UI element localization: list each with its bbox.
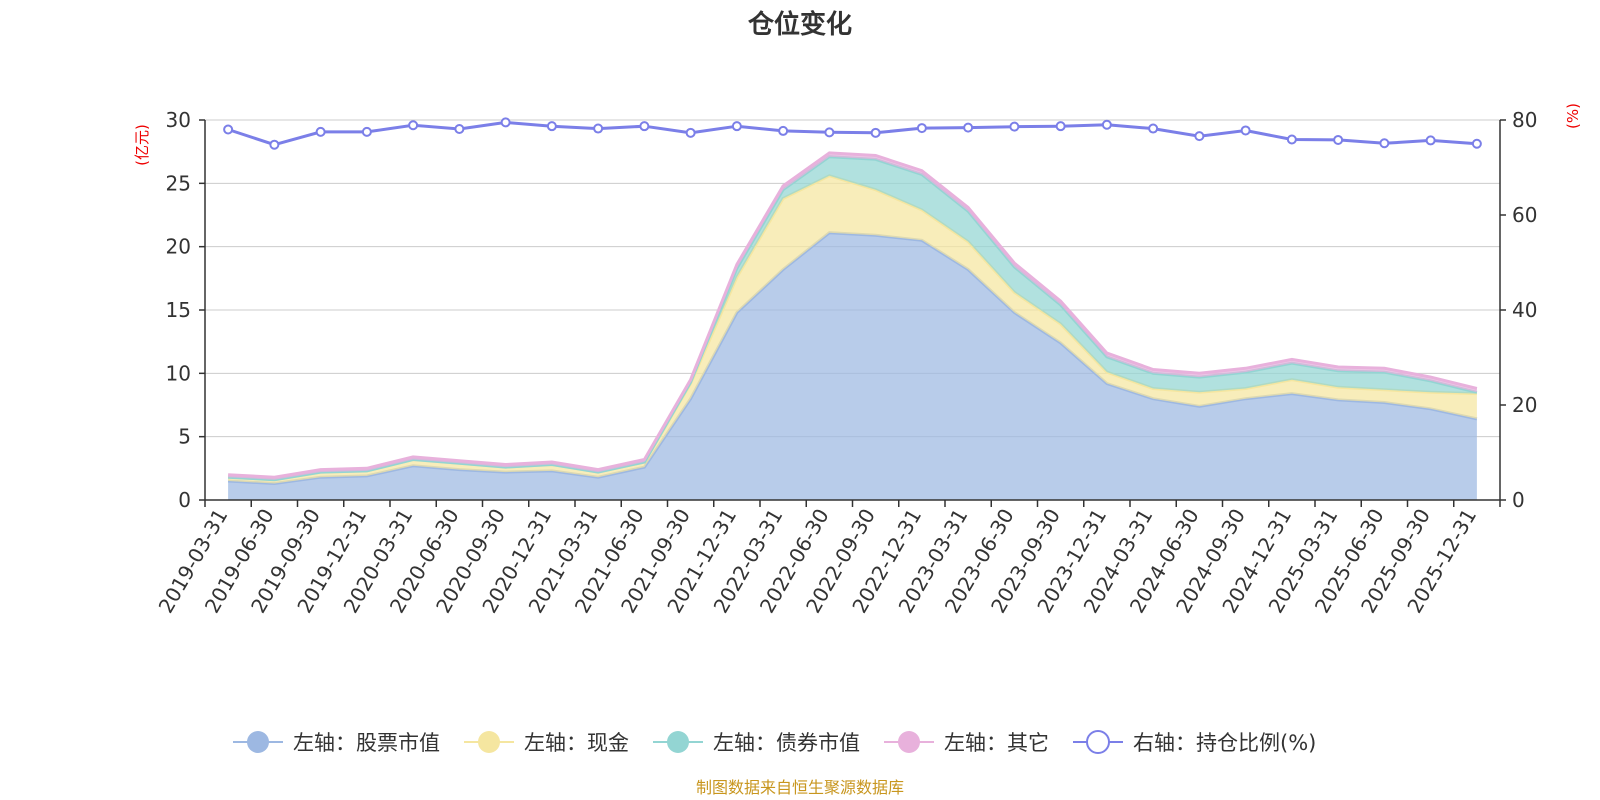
legend-item-4[interactable]: 右轴：持仓比例(%)	[1073, 730, 1316, 755]
ratio-point-14[interactable]	[870, 127, 881, 138]
area-edge-series-3	[228, 151, 1478, 479]
ratio-point-18[interactable]	[1055, 121, 1066, 132]
left-tick-label-6: 30	[166, 108, 191, 132]
legend-marker-4	[1086, 730, 1110, 754]
legend-marker-0	[247, 731, 269, 753]
ratio-point-17[interactable]	[1009, 121, 1020, 132]
ratio-point-4[interactable]	[408, 120, 419, 131]
ratio-point-5[interactable]	[454, 124, 465, 135]
stacked-areas	[228, 151, 1478, 500]
ratio-point-8[interactable]	[593, 123, 604, 134]
ratio-line-series	[223, 117, 1482, 150]
right-tick-label-2: 40	[1512, 298, 1537, 322]
ratio-point-2[interactable]	[315, 126, 326, 137]
ratio-point-12[interactable]	[778, 125, 789, 136]
ratio-point-21[interactable]	[1194, 131, 1205, 142]
legend-label-1: 左轴：现金	[524, 731, 629, 755]
legend-label-0: 左轴：股票市值	[293, 731, 440, 755]
left-tick-label-4: 20	[166, 235, 191, 259]
source-note: 制图数据来自恒生聚源数据库	[696, 778, 904, 797]
right-tick-label-1: 20	[1512, 393, 1537, 417]
ratio-point-26[interactable]	[1425, 135, 1436, 146]
right-axis-unit: (%)	[1564, 103, 1582, 129]
ratio-point-10[interactable]	[685, 127, 696, 138]
left-tick-label-3: 15	[166, 298, 191, 322]
left-tick-label-5: 25	[166, 171, 191, 195]
ratio-point-20[interactable]	[1148, 123, 1159, 134]
legend-item-2[interactable]: 左轴：债券市值	[653, 731, 860, 755]
right-tick-label-0: 0	[1512, 488, 1525, 512]
legend-marker-1	[478, 731, 500, 753]
ratio-point-0[interactable]	[223, 124, 234, 135]
legend-label-2: 左轴：债券市值	[713, 731, 860, 755]
right-tick-label-4: 80	[1512, 108, 1537, 132]
ratio-point-13[interactable]	[824, 127, 835, 138]
ratio-point-27[interactable]	[1471, 138, 1482, 149]
ratio-point-22[interactable]	[1240, 125, 1251, 136]
legend-item-0[interactable]: 左轴：股票市值	[233, 731, 440, 755]
ratio-point-15[interactable]	[916, 123, 927, 134]
ratio-point-23[interactable]	[1286, 134, 1297, 145]
legend-label-3: 左轴：其它	[944, 731, 1049, 755]
legend-label-4: 右轴：持仓比例(%)	[1133, 731, 1316, 755]
left-tick-label-0: 0	[178, 488, 191, 512]
legend-item-1[interactable]: 左轴：现金	[464, 731, 629, 755]
ratio-point-7[interactable]	[546, 121, 557, 132]
ratio-point-9[interactable]	[639, 121, 650, 132]
legend-marker-2	[667, 731, 689, 753]
ratio-point-24[interactable]	[1333, 134, 1344, 145]
ratio-point-11[interactable]	[731, 121, 742, 132]
left-axis-unit: (亿元)	[133, 124, 151, 166]
ratio-point-3[interactable]	[361, 126, 372, 137]
legend[interactable]: 左轴：股票市值 左轴：现金 左轴：债券市值 左轴：其它 右轴：持仓比例(%)	[233, 730, 1316, 755]
legend-item-3[interactable]: 左轴：其它	[884, 731, 1049, 755]
ratio-point-6[interactable]	[500, 117, 511, 128]
left-tick-label-2: 10	[166, 361, 191, 385]
right-tick-label-3: 60	[1512, 203, 1537, 227]
legend-marker-3	[898, 731, 920, 753]
ratio-point-19[interactable]	[1101, 119, 1112, 130]
ratio-line	[227, 120, 1478, 147]
area-series-0	[228, 232, 1477, 500]
left-tick-label-1: 5	[178, 425, 191, 449]
chart-title: 仓位变化	[747, 9, 852, 40]
ratio-point-25[interactable]	[1379, 138, 1390, 149]
ratio-point-1[interactable]	[269, 139, 280, 150]
ratio-point-16[interactable]	[963, 122, 974, 133]
